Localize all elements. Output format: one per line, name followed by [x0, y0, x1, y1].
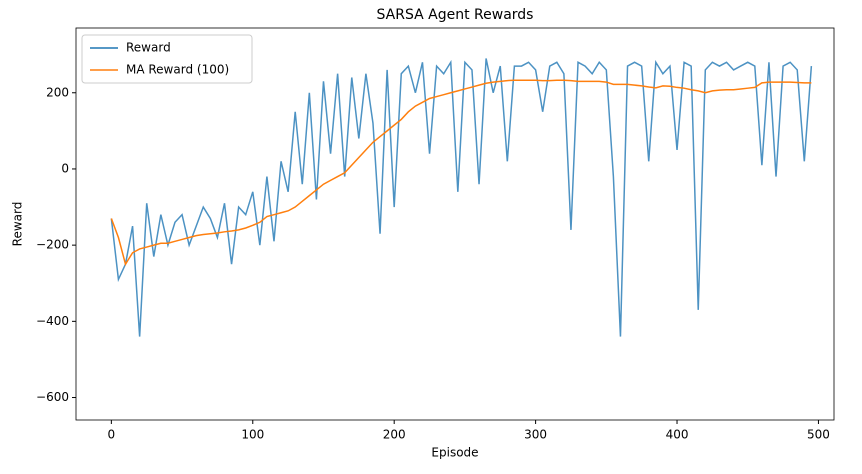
y-tick-label: −400	[36, 314, 69, 328]
x-tick-label: 400	[666, 428, 689, 442]
x-tick-label: 100	[241, 428, 264, 442]
plot-frame	[75, 27, 835, 421]
y-tick-label: 200	[46, 85, 69, 99]
y-tick-label: 0	[61, 161, 69, 175]
y-tick-label: −600	[36, 390, 69, 404]
x-axis-label: Episode	[431, 446, 478, 460]
legend-label: Reward	[126, 41, 171, 55]
series-line	[110, 79, 812, 267]
series-line	[110, 58, 813, 337]
x-tick-label: 0	[108, 428, 116, 442]
chart-title: SARSA Agent Rewards	[377, 7, 534, 23]
legend-label: MA Reward (100)	[126, 63, 229, 77]
x-tick-label: 500	[807, 428, 830, 442]
x-tick-label: 300	[524, 428, 547, 442]
y-axis-label: Reward	[11, 202, 25, 247]
legend-box	[81, 34, 253, 84]
y-tick-label: −200	[36, 238, 69, 252]
x-tick-label: 200	[383, 428, 406, 442]
